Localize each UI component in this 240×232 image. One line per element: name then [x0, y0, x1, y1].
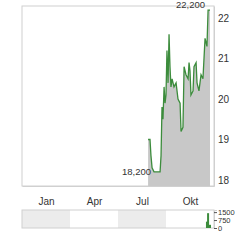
- x-tick: Okt: [183, 186, 199, 207]
- y-axis: 18 19 20 21 22: [214, 7, 230, 187]
- quarter-band: [22, 210, 70, 228]
- y-tick: 18: [214, 175, 230, 186]
- y-tick: 750: [214, 216, 231, 225]
- y-tick-label: 20: [218, 94, 230, 105]
- chart-root: 18 19 20 21 22 Jan Apr Jul Okt 22,200 18,200 075015…: [0, 0, 240, 232]
- annotation: 22,200: [176, 0, 205, 10]
- x-tick: Apr: [87, 186, 103, 207]
- y-tick-label: 21: [218, 53, 230, 64]
- y-tick: 1500: [214, 208, 235, 217]
- quarter-shading: [22, 210, 166, 228]
- y-tick: 0: [214, 224, 222, 232]
- plot-frame: [22, 6, 214, 186]
- y-tick-label: 22: [218, 13, 230, 24]
- y-axis-line: [215, 211, 218, 229]
- plot-frame: [22, 210, 214, 228]
- x-axis-line: [23, 186, 215, 187]
- x-axis: Jan Apr Jul Okt: [23, 186, 215, 207]
- price-line: [148, 10, 210, 172]
- x-tick-label: Apr: [87, 196, 103, 207]
- y-axis: 07501500: [214, 208, 235, 232]
- plot-area: [206, 213, 211, 228]
- y-tick-mark: [214, 212, 217, 213]
- y-tick-label: 0: [218, 224, 222, 232]
- x-tick: Jan: [38, 186, 54, 207]
- annotation: 18,200: [122, 166, 151, 177]
- y-tick: 21: [214, 53, 230, 64]
- y-tick-mark: [214, 228, 217, 229]
- y-tick-label: 1500: [218, 208, 235, 217]
- price-area: [148, 10, 210, 186]
- y-tick-label: 19: [218, 134, 230, 145]
- plot-area: [148, 10, 210, 186]
- y-tick: 22: [214, 13, 230, 24]
- y-tick-label: 18: [218, 175, 230, 186]
- y-tick-mark: [214, 220, 217, 221]
- volume-bar: [209, 225, 211, 228]
- y-tick: 20: [214, 94, 230, 105]
- x-tick-label: Okt: [183, 196, 199, 207]
- quarter-band: [118, 210, 166, 228]
- x-tick-label: Jul: [136, 196, 149, 207]
- y-tick: 19: [214, 134, 230, 145]
- x-tick-label: Jan: [38, 196, 54, 207]
- y-axis-line: [214, 7, 215, 187]
- volume-bar: [207, 213, 209, 228]
- y-tick-label: 750: [218, 216, 231, 225]
- x-tick: Jul: [136, 186, 149, 207]
